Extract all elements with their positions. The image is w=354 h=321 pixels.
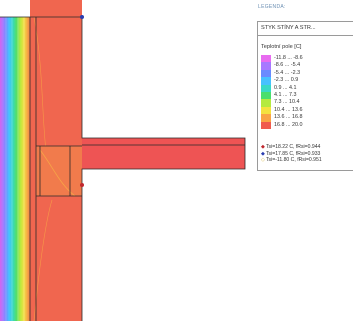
- marker-blue: [80, 15, 84, 19]
- color-scale-label: 10.4 ... 13.6: [274, 106, 303, 113]
- marker-entry: ◇Tsi=-11.80 C, fRsi=0.951: [260, 157, 322, 163]
- marker-red: [80, 183, 84, 187]
- marker-symbol-icon: ◆: [261, 144, 265, 150]
- color-scale-label: 16.8 ... 20.0: [274, 121, 303, 128]
- marker-entry: ◆Tsi=18.22 C, fRsi=0.944: [260, 144, 320, 150]
- color-scale-swatch: [261, 106, 271, 115]
- marker-entry: ◆Tsi=17.85 C, fRsi=0.933: [260, 151, 320, 157]
- color-scale-swatch: [261, 62, 271, 71]
- joint-isoline: [39, 149, 76, 197]
- color-scale-swatch: [261, 84, 271, 93]
- beam: [82, 138, 245, 169]
- marker-symbol-icon: ◇: [261, 157, 265, 163]
- wall-gradient: [0, 17, 30, 321]
- color-scale-label: 7.3 ... 10.4: [274, 99, 300, 106]
- color-scale-swatch: [261, 69, 271, 78]
- interior-region-lower-fill: [30, 195, 82, 321]
- color-scale-label: 4.1 ... 7.3: [274, 92, 297, 98]
- color-scale-swatch: [261, 77, 271, 86]
- color-scale-label: 13.6 ... 16.8: [274, 114, 303, 121]
- wall-top: [0, 17, 30, 24]
- marker-label: Tsi=17.85 C, fRsi=0.933: [266, 150, 321, 157]
- marker-label: Tsi=18.22 C, fRsi=0.944: [266, 144, 321, 150]
- color-scale-swatch: [261, 121, 271, 130]
- color-scale: [261, 55, 271, 130]
- color-scale-swatch: [261, 114, 271, 123]
- color-scale-swatch: [261, 92, 271, 100]
- color-scale-label: 0.9 ... 4.1: [274, 84, 297, 91]
- isotherms: [5, 16, 53, 321]
- color-scale-label: -5.4 ... -2.3: [274, 69, 301, 76]
- color-scale-label: -2.3 ... 0.9: [274, 77, 299, 84]
- legend-panel: STYK STÍNY A STR... Teplotní pole [C] -1…: [257, 21, 353, 171]
- color-scale-label: -8.6 ... -5.4: [274, 62, 301, 69]
- color-scale-swatch: [261, 99, 271, 108]
- legend-header: STYK STÍNY A STR...: [258, 22, 353, 36]
- color-scale-label: -11.8 ... -8.6: [274, 55, 303, 61]
- color-scale-swatch: [261, 55, 271, 63]
- legend-title: LEGENDA:: [258, 4, 286, 10]
- legend-subtitle: Teplotní pole [C]: [261, 44, 302, 50]
- marker-label: Tsi=-11.80 C, fRsi=0.951: [266, 157, 322, 163]
- marker-symbol-icon: ◆: [261, 150, 265, 157]
